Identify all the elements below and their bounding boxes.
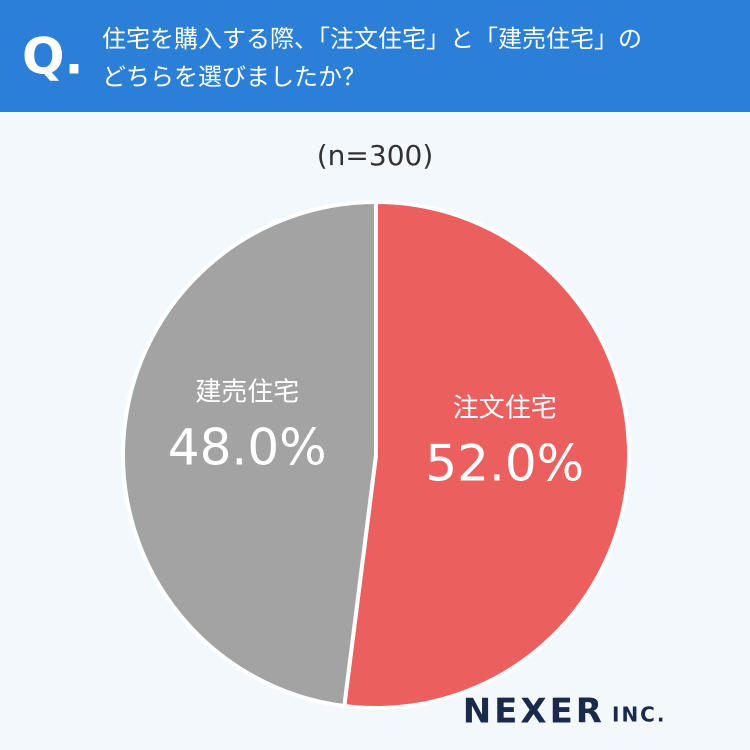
header-band [0,0,750,112]
slice-value-label: 52.0% [425,435,584,493]
title-line: 住宅を購入する際、「注文住宅」と「建売住宅」の [102,25,642,53]
title-line: どちらを選びましたか？ [102,63,366,91]
subtitle: (n=300) [317,139,434,172]
slice-value-label: 48.0% [168,418,327,476]
logo-suffix: INC. [612,703,666,727]
logo: NEXER [463,692,605,732]
pie-slice [342,199,631,710]
question-mark: Q. [22,28,84,86]
pie-slice [121,199,378,709]
slice-category: 注文住宅 [453,394,557,424]
pie: 注文住宅 52.0% 建売住宅 48.0% [121,199,631,710]
slice-category: 建売住宅 [195,377,299,407]
